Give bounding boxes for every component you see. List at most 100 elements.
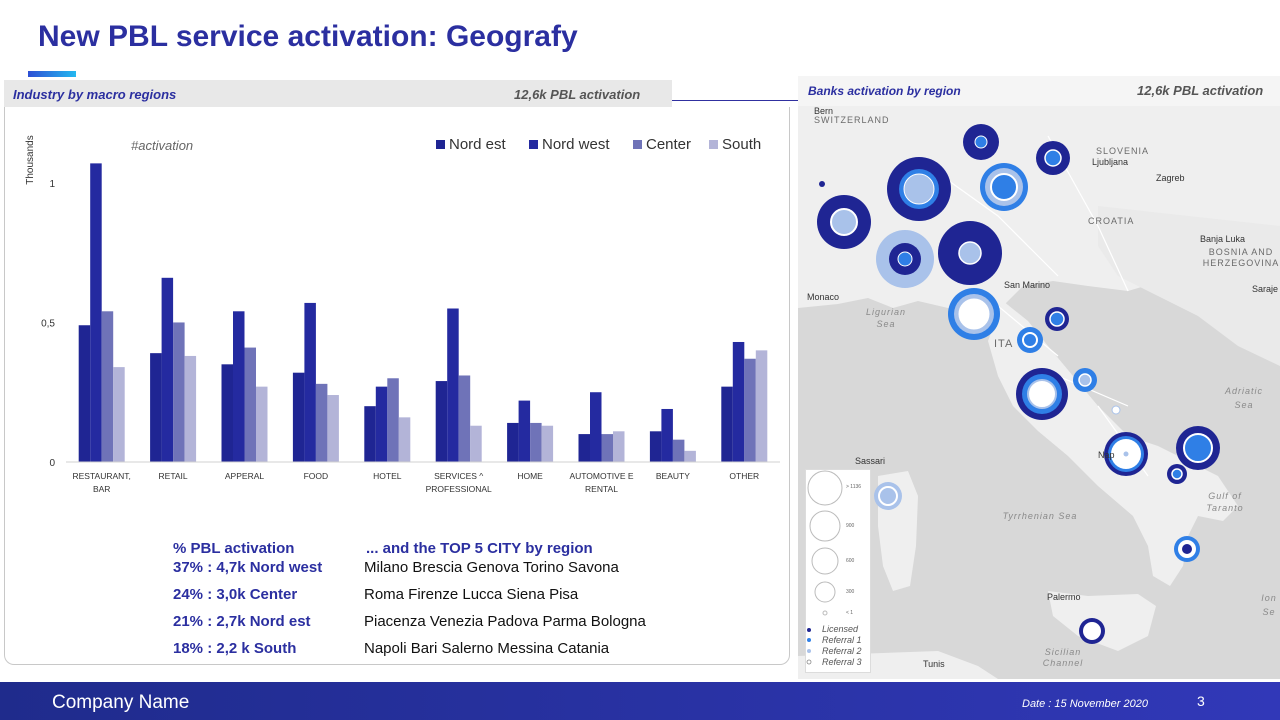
legend-size-300 xyxy=(814,581,836,603)
map-label-ljubljana: Ljubljana xyxy=(1092,157,1129,167)
bubble-umbria-inner xyxy=(1022,332,1038,348)
legend-label-center: Center xyxy=(646,136,691,153)
bar-nord-west-4 xyxy=(375,386,388,462)
bubble-sardegna-inner xyxy=(878,486,898,506)
map-label-zagreb: Zagreb xyxy=(1156,173,1185,183)
bar-nord-est-3 xyxy=(292,372,305,462)
bar-south-2 xyxy=(256,386,268,462)
stat-pct-nord-west: 37% : 4,7k Nord west xyxy=(173,559,323,576)
bar-center-7 xyxy=(601,434,613,462)
map-label-sicilian-channel: Sicilian Channel xyxy=(1042,647,1084,668)
bar-south-6 xyxy=(541,425,554,462)
bar-south-0 xyxy=(113,367,125,462)
legend-circles xyxy=(806,470,843,665)
x-axis-labels: RESTAURANT, BAR RETAIL APPERAL FOOD HOTEL SERV… xyxy=(72,471,759,494)
industry-bar-chart: #activation Thousands Nord est Nord west C… xyxy=(25,135,780,494)
bar-nord-est-9 xyxy=(721,386,733,462)
legend-size-600 xyxy=(811,547,839,575)
map-label-croatia: CROATIA xyxy=(1088,216,1135,226)
map-label-tyrrhenian-sea: Tyrrhenian Sea xyxy=(1002,511,1078,521)
map-label-san-marino: San Marino xyxy=(1004,280,1051,290)
bar-south-1 xyxy=(184,355,197,462)
y-tick-label: 0 xyxy=(49,458,55,469)
y-tick-label: 0,5 xyxy=(41,318,55,329)
bar-nord-west-0 xyxy=(90,163,102,462)
bar-nord-west-9 xyxy=(732,341,745,462)
bar-south-4 xyxy=(398,417,411,462)
bubble-puglia-inner xyxy=(1183,433,1213,463)
x-tick-label: SERVICES ^ xyxy=(434,471,483,481)
legend-label-nord-est: Nord est xyxy=(449,136,507,153)
legend-size-label-900: 900 xyxy=(846,523,855,529)
map-panel[interactable]: Banks activation by region 12,6k PBL act… xyxy=(798,76,1280,679)
company-name: Company Name xyxy=(52,692,190,713)
map-header xyxy=(798,76,1280,106)
x-tick-label: FOOD xyxy=(304,471,329,481)
map-title: Banks activation by region xyxy=(808,84,961,98)
bubble-piemonte-inner xyxy=(830,208,858,236)
page-number: 3 xyxy=(1197,693,1205,709)
bar-nord-est-7 xyxy=(578,434,590,462)
chart-legend: Nord est Nord west Center South xyxy=(436,136,761,153)
header-divider-line xyxy=(672,100,798,101)
bubble-aosta xyxy=(819,181,825,187)
stat-cities-center: Roma Firenze Lucca Siena Pisa xyxy=(364,586,579,603)
map-label-slovenia: SLOVENIA xyxy=(1096,146,1150,156)
bar-center-5 xyxy=(458,375,471,462)
bar-center-0 xyxy=(101,311,114,462)
legend-size-1 xyxy=(822,610,828,616)
x-tick-label: BAR xyxy=(93,484,110,494)
bar-center-8 xyxy=(672,439,685,462)
map-label-bern: Bern xyxy=(814,106,834,116)
legend-size-1136 xyxy=(807,470,843,506)
bar-nord-est-0 xyxy=(78,325,91,462)
footer-date: Date : 15 November 2020 xyxy=(1022,698,1148,710)
map-label-gulf-taranto: Gulf of Taranto xyxy=(1206,491,1244,513)
sicily xyxy=(1048,591,1156,651)
bubble-lazio-inner xyxy=(1027,379,1057,409)
legend-size-label-600: 600 xyxy=(846,558,855,564)
bar-nord-est-6 xyxy=(507,422,519,462)
bar-nord-est-8 xyxy=(649,431,662,462)
x-tick-label: OTHER xyxy=(729,471,759,481)
map-label-ligurian-sea: Ligurian Sea xyxy=(865,307,907,329)
bubble-veneto-inner xyxy=(990,173,1018,201)
bubble-toscana-inner xyxy=(957,297,991,331)
map-label-banja-luka: Banja Luka xyxy=(1200,234,1246,244)
bubble-liguria-inner xyxy=(897,251,913,267)
legend-label-south: South xyxy=(722,136,761,153)
bar-center-4 xyxy=(387,378,399,462)
x-tick-label: HOTEL xyxy=(373,471,402,481)
legend-swatch-nord-west xyxy=(529,140,538,149)
map-label-ionian: Ion Se xyxy=(1261,593,1277,617)
map-label-switzerland: SWITZERLAND xyxy=(814,115,890,125)
bubble-lombardia-inner xyxy=(903,173,935,205)
map-label-sarajevo: Saraje xyxy=(1252,284,1279,294)
bubble-friuli-inner xyxy=(1044,149,1062,167)
map-label-italy: ITA xyxy=(994,338,1014,350)
x-tick-label: HOME xyxy=(517,471,543,481)
title-accent-bar xyxy=(28,71,76,77)
x-tick-label: BEAUTY xyxy=(656,471,690,481)
map-label-tunis: Tunis xyxy=(923,659,945,669)
legend-swatch-center xyxy=(633,140,642,149)
bar-center-3 xyxy=(315,383,328,462)
map-label-palermo: Palermo xyxy=(1047,592,1081,602)
italy-map[interactable] xyxy=(798,76,1280,679)
y-axis-label: Thousands xyxy=(25,135,36,184)
bubble-molise xyxy=(1111,405,1121,415)
stat-cities-south: Napoli Bari Salerno Messina Catania xyxy=(364,640,610,657)
map-label-adriatic-sea: Adriatic Sea xyxy=(1224,386,1263,410)
map-label-sassari: Sassari xyxy=(855,456,886,466)
left-panel-title: Industry by macro regions xyxy=(13,87,177,102)
bar-nord-west-1 xyxy=(161,277,174,462)
left-panel-header xyxy=(4,80,672,107)
bar-center-2 xyxy=(244,347,256,462)
bar-nord-west-7 xyxy=(590,392,602,462)
legend-label-referral-1: Referral 1 xyxy=(822,635,862,645)
map-label-monaco: Monaco xyxy=(807,292,840,302)
stat-pct-nord-est: 21% : 2,7k Nord est xyxy=(173,613,311,630)
legend-label-licensed: Licensed xyxy=(822,624,859,634)
bubble-marche-inner xyxy=(1049,311,1065,327)
legend-size-900 xyxy=(809,510,841,542)
